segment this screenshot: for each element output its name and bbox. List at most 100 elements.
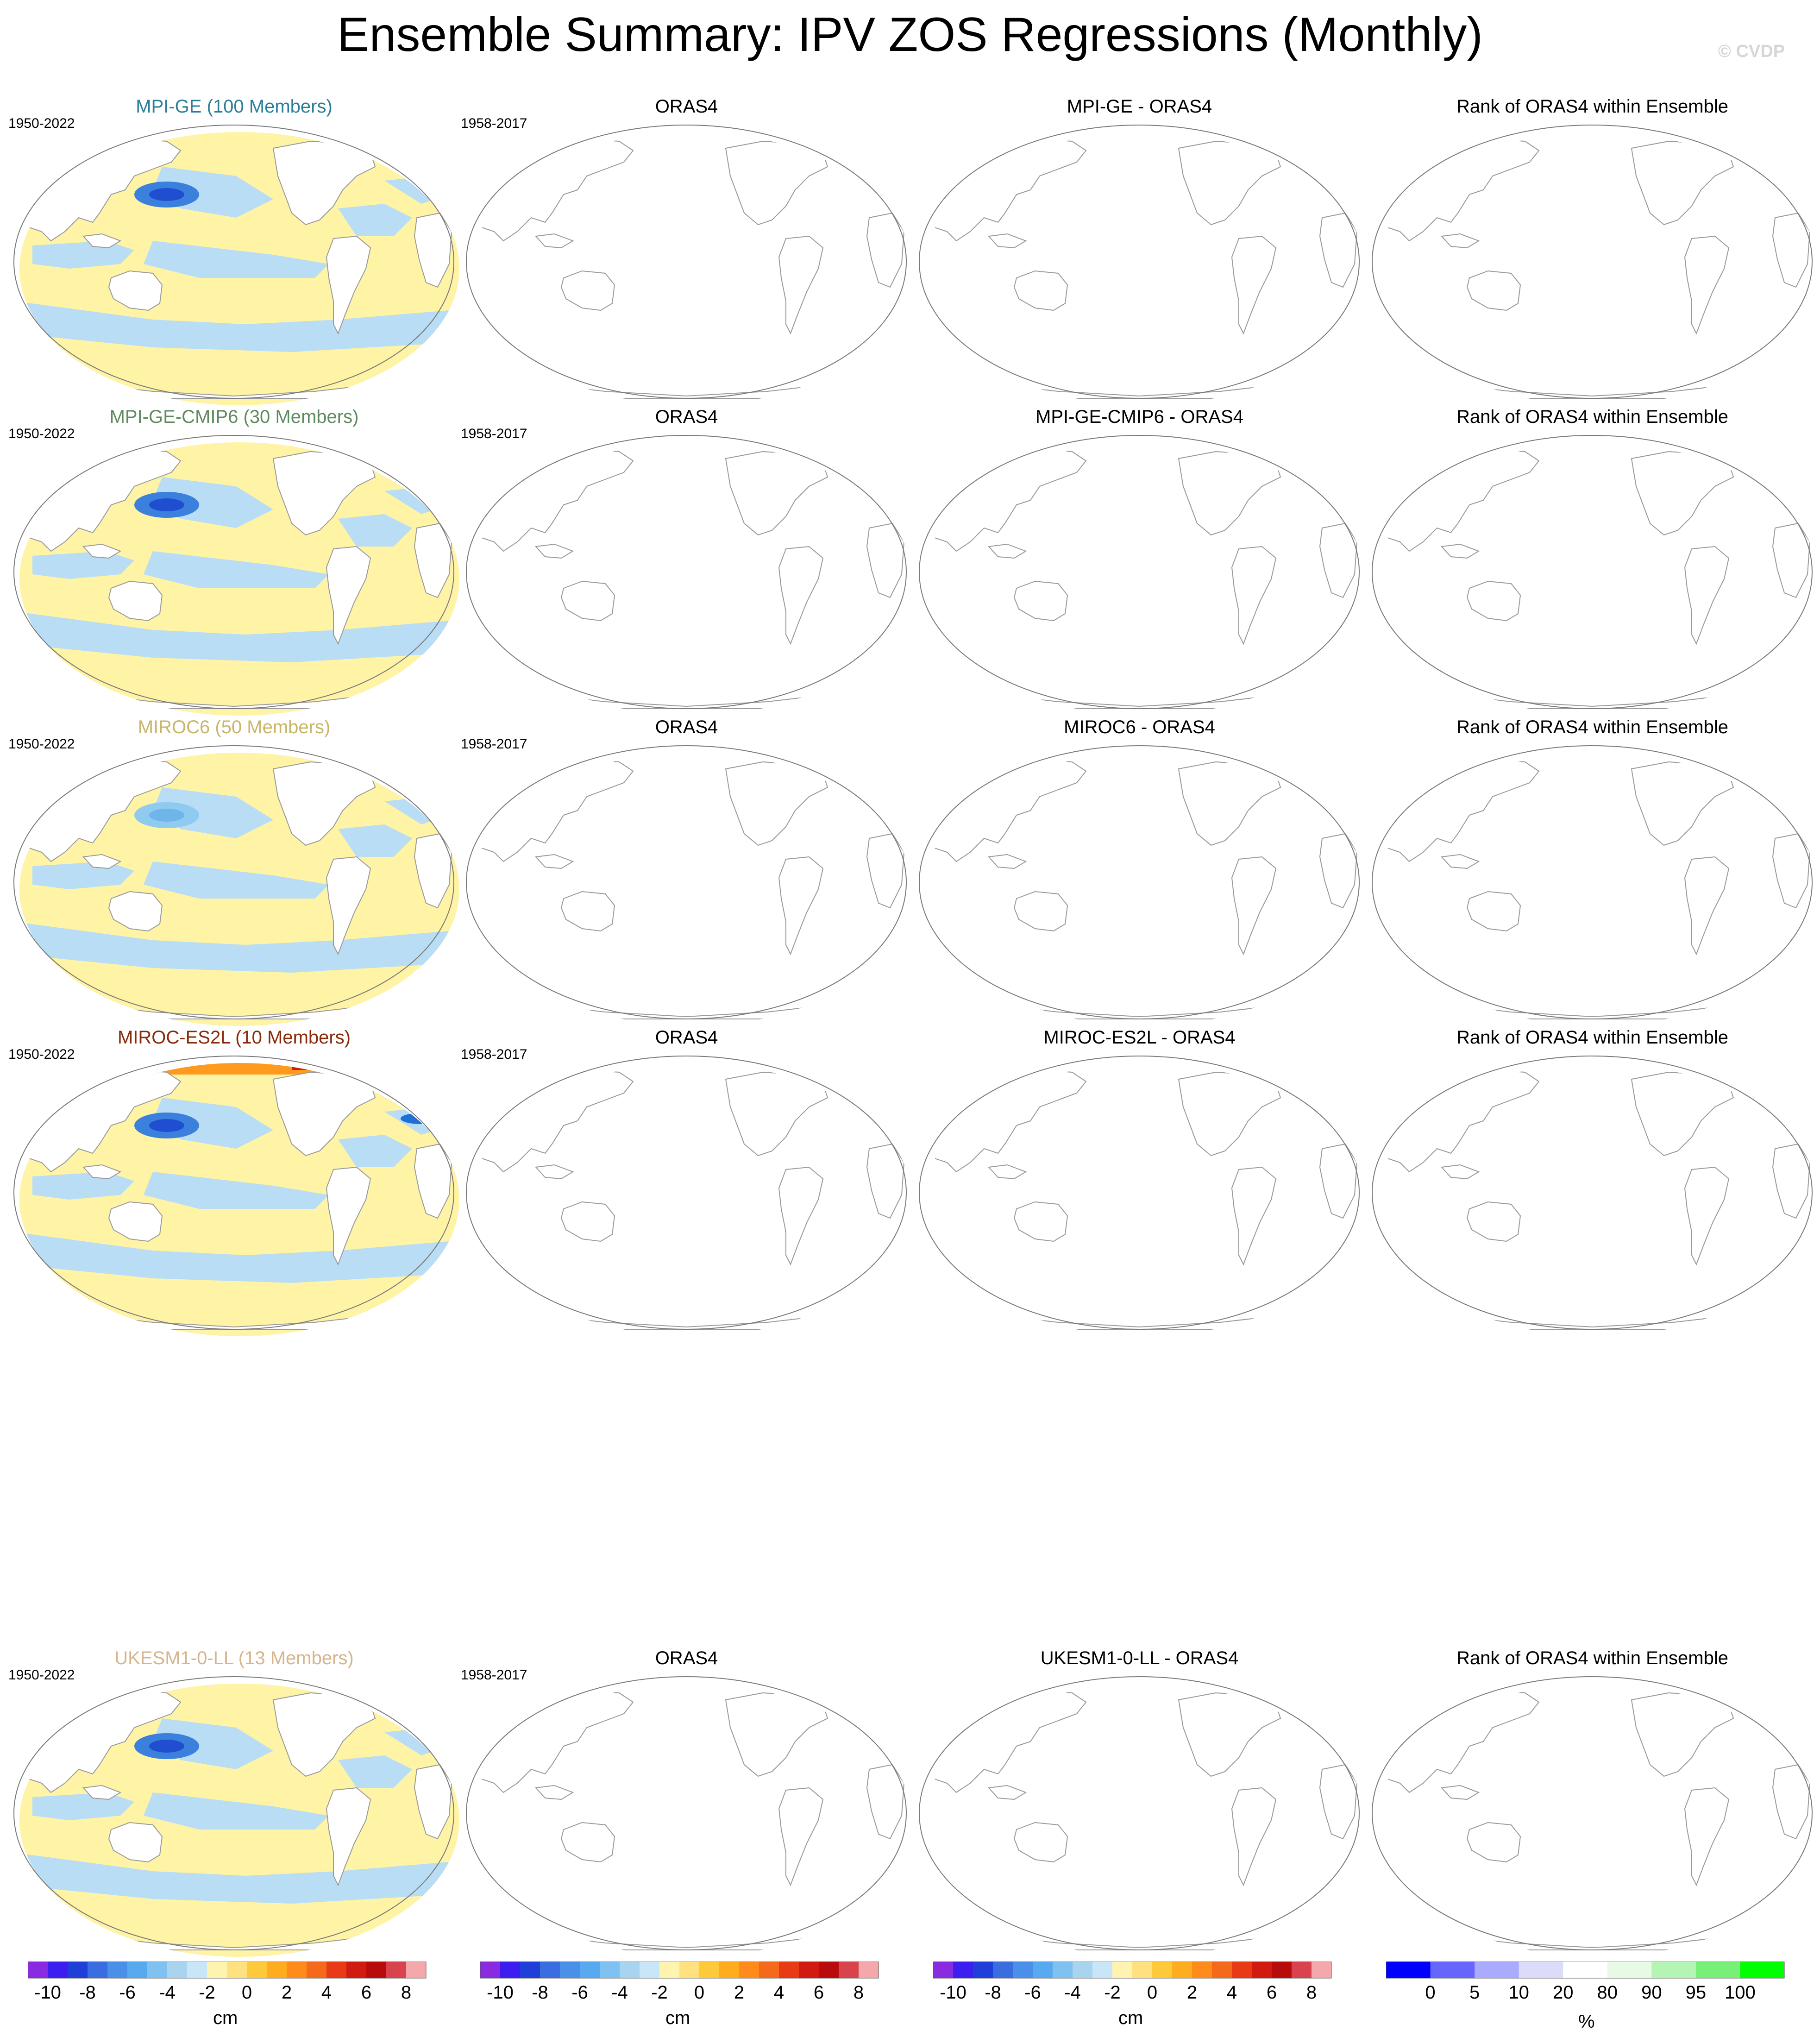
coastline-greenland	[1284, 1071, 1323, 1103]
obs-title: ORAS4	[655, 717, 718, 737]
colorbar-tick-label: -2	[1104, 1982, 1121, 2003]
colorbar-swatch	[187, 1962, 207, 1978]
colorbar-swatch	[107, 1962, 128, 1978]
coastline-indonesia	[82, 233, 122, 249]
colorbar-swatch	[759, 1962, 779, 1978]
colorbar-tick-label: 90	[1641, 1982, 1662, 2003]
coastline-africa	[414, 522, 452, 598]
colorbar-tick-label: 100	[1725, 1982, 1756, 2003]
obs-period: 1958-2017	[461, 116, 527, 131]
coastline-australia	[108, 1201, 163, 1242]
colorbar-tick-label: 80	[1597, 1982, 1618, 2003]
colorbar-tick-label: -6	[571, 1982, 588, 2003]
obs-panel: ORAS4 1958-2017	[461, 1026, 912, 1336]
coastline-antarctic	[1450, 1315, 1734, 1330]
colorbar-diff: -10-8-6-4-20246810 cm	[933, 1962, 1341, 2031]
ensemble-panel: MPI-GE (100 Members) 1950-2022	[8, 95, 460, 405]
coastline-australia	[560, 1201, 615, 1242]
regression-map	[13, 1056, 459, 1336]
coastline-africa	[414, 833, 452, 909]
coastline-indonesia	[534, 854, 574, 869]
coastline-antarctic	[545, 1315, 828, 1330]
obs-panel: ORAS4 1958-2017	[461, 405, 912, 716]
coastline-nam	[725, 761, 828, 846]
coastline-africa	[414, 212, 452, 288]
coastline-indonesia	[82, 543, 122, 559]
coastline-sam	[778, 235, 824, 335]
colorbar-tick-label: 95	[1686, 1982, 1707, 2003]
colorbar-swatch	[1053, 1962, 1073, 1978]
coastline-eurasia	[1378, 138, 1540, 242]
colorbar-swatch	[1475, 1962, 1519, 1978]
coastline-greenland	[831, 1692, 870, 1724]
map-border	[13, 1676, 454, 1950]
colorbar-tick-label: 6	[814, 1982, 824, 2003]
colorbar-swatch	[819, 1962, 839, 1978]
colorbar-swatch	[207, 1962, 227, 1978]
coastline-antarctic	[545, 384, 828, 399]
coastline-indonesia	[987, 1164, 1027, 1180]
ensemble-panel: MIROC-ES2L (10 Members) 1950-2022	[8, 1026, 460, 1336]
coastline-nam	[1178, 451, 1281, 536]
coastline-africa	[1772, 212, 1811, 288]
colorbar-tick-label: 0	[242, 1982, 252, 2003]
colorbar-tick-label: 4	[1227, 1982, 1237, 2003]
colorbar-tick-label: 2	[1187, 1982, 1197, 2003]
colorbar-swatch	[1073, 1962, 1093, 1978]
colorbar-tick-label: -10	[940, 1982, 966, 2003]
colorbar-swatch	[267, 1962, 287, 1978]
rank-panel: Rank of ORAS4 within Ensemble	[1367, 95, 1818, 405]
colorbar-tick-label: 0	[1425, 1982, 1435, 2003]
coastline-australia	[560, 1822, 615, 1863]
colorbar-swatch	[1212, 1962, 1232, 1978]
coastline-sam	[326, 856, 371, 956]
coastline-antarctic	[1450, 384, 1734, 399]
coastline-greenland	[1737, 761, 1776, 793]
diff-panel: MPI-GE-CMIP6 - ORAS4	[914, 405, 1365, 716]
coastline-sam	[1231, 546, 1277, 645]
map-border	[919, 435, 1360, 709]
coastline-antarctic	[1450, 1005, 1734, 1019]
colorbar-tick-label: -10	[34, 1982, 61, 2003]
map-border	[919, 125, 1360, 399]
coastline-indonesia	[534, 233, 574, 249]
coastline-greenland	[831, 1071, 870, 1103]
coastline-antarctic	[998, 1005, 1281, 1019]
coastline-indonesia	[534, 543, 574, 559]
coastline-greenland	[1737, 140, 1776, 172]
colorbar-tick-label: -2	[199, 1982, 215, 2003]
colorbar-swatch	[540, 1962, 560, 1978]
coastline-africa	[866, 833, 905, 909]
page-title: Ensemble Summary: IPV ZOS Regressions (M…	[337, 8, 1483, 62]
colorbar-swatch	[1272, 1962, 1292, 1978]
colorbar-swatch	[247, 1962, 267, 1978]
coastline-sam	[1231, 1166, 1277, 1266]
diff-panel: MPI-GE - ORAS4	[914, 95, 1365, 405]
coastline-australia	[1013, 270, 1068, 311]
coastline-australia	[1466, 1822, 1521, 1863]
ensemble-panel: MIROC6 (50 Members) 1950-2022	[8, 716, 460, 1026]
coastline-sam	[1231, 1787, 1277, 1886]
colorbar-ensemble: -10-8-6-4-20246810 cm	[28, 1962, 435, 2031]
colorbar-swatch	[719, 1962, 740, 1978]
coastline-eurasia	[1378, 1690, 1540, 1793]
colorbar-swatch	[1519, 1962, 1563, 1978]
colorbar-swatch	[1192, 1962, 1212, 1978]
colorbar-tick-label: -6	[119, 1982, 136, 2003]
coastline-indonesia	[987, 543, 1027, 559]
coastline-sam	[326, 546, 371, 645]
diff-title: UKESM1-0-LL - ORAS4	[1040, 1648, 1239, 1668]
coastline-australia	[1466, 891, 1521, 932]
colorbar-obs-unit: cm	[665, 2008, 690, 2028]
colorbar-swatch	[48, 1962, 68, 1978]
coastline-eurasia	[472, 138, 634, 242]
coastline-eurasia	[472, 759, 634, 862]
coastline-sam	[326, 1787, 371, 1886]
map-border	[919, 745, 1360, 1019]
ensemble-period: 1950-2022	[8, 116, 75, 131]
coastline-africa	[1319, 1764, 1358, 1840]
colorbar-tick-label: 10	[1508, 1982, 1529, 2003]
coastline-indonesia	[534, 1164, 574, 1180]
obs-panel: ORAS4 1958-2017	[461, 1647, 912, 1957]
rank-panel: Rank of ORAS4 within Ensemble	[1367, 405, 1818, 716]
